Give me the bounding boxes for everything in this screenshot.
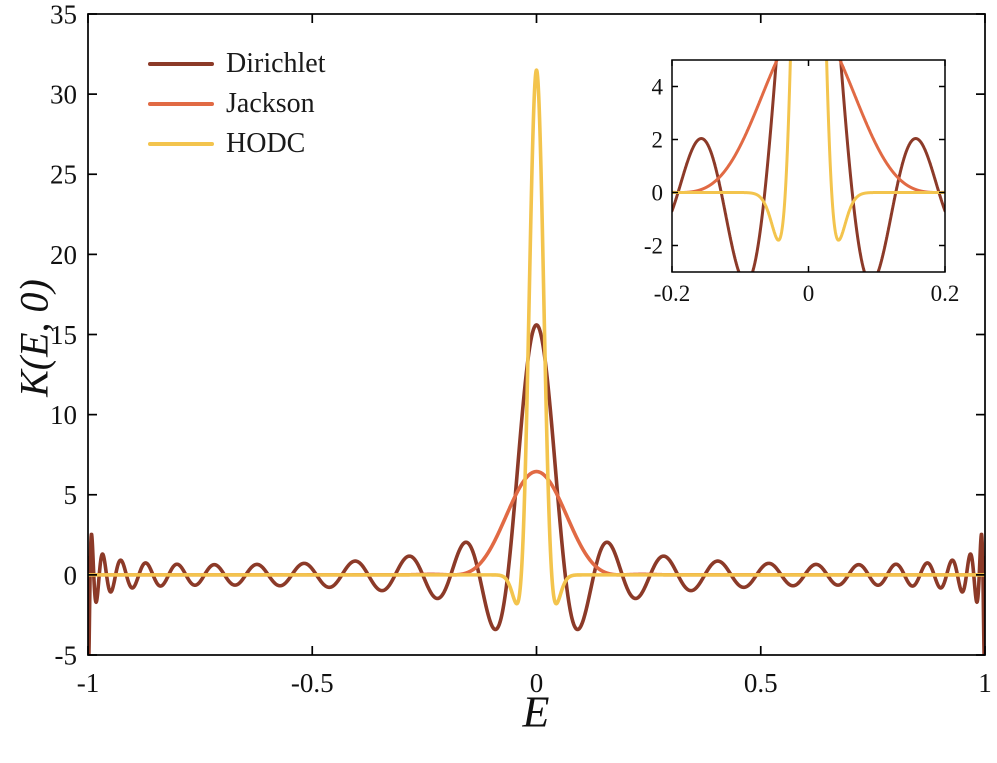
legend-item-jackson: Jackson [148, 84, 326, 124]
main-series-hodc [88, 68, 985, 606]
legend-swatch-hodc [148, 142, 214, 146]
main-x-tick-label: -1 [77, 668, 100, 698]
legend-item-dirichlet: Dirichlet [148, 44, 326, 84]
main-x-tick-label: -0.5 [291, 668, 334, 698]
legend-label-dirichlet: Dirichlet [226, 48, 326, 79]
inset-y-tick-label: 2 [652, 128, 664, 153]
main-x-tick-label: 0.5 [744, 668, 778, 698]
legend: Dirichlet Jackson HODC [148, 44, 326, 164]
main-y-tick-label: 5 [64, 480, 78, 510]
inset-series-dirichlet [672, 60, 945, 272]
inset-series-jackson [672, 60, 945, 194]
inset-x-tick-label: 0 [803, 281, 815, 306]
legend-label-jackson: Jackson [226, 88, 315, 119]
main-y-tick-label: 35 [50, 0, 77, 29]
main-y-tick-label: 10 [50, 400, 77, 430]
inset-y-tick-label: 4 [652, 75, 664, 100]
main-y-tick-label: 15 [50, 320, 77, 350]
main-y-tick-label: 30 [50, 80, 77, 110]
main-series-jackson [88, 469, 985, 577]
inset-y-tick-label: 0 [652, 181, 664, 206]
legend-label-hodc: HODC [226, 128, 306, 159]
main-series-dirichlet [88, 323, 985, 655]
main-x-tick-label: 0 [530, 668, 544, 698]
legend-swatch-jackson [148, 102, 214, 106]
main-y-tick-label: 20 [50, 240, 77, 270]
inset-axes-box [671, 59, 946, 273]
inset-x-tick-label: -0.2 [654, 281, 690, 306]
main-y-tick-label: 25 [50, 160, 77, 190]
legend-swatch-dirichlet [148, 62, 214, 66]
y-axis-label: K(E, 0) [11, 279, 57, 397]
inset-plot-area: -0.2 0 0.2 -2 0 2 4 [644, 59, 960, 306]
x-axis-label: E [522, 687, 550, 737]
inset-x-tick-label: 0.2 [931, 281, 960, 306]
inset-y-tick-label: -2 [644, 234, 663, 259]
inset-series-hodc [672, 60, 945, 242]
main-y-tick-label: -5 [55, 640, 78, 670]
legend-item-hodc: HODC [148, 124, 326, 164]
main-y-tick-label: 0 [64, 560, 78, 590]
main-x-tick-label: 1 [978, 668, 992, 698]
